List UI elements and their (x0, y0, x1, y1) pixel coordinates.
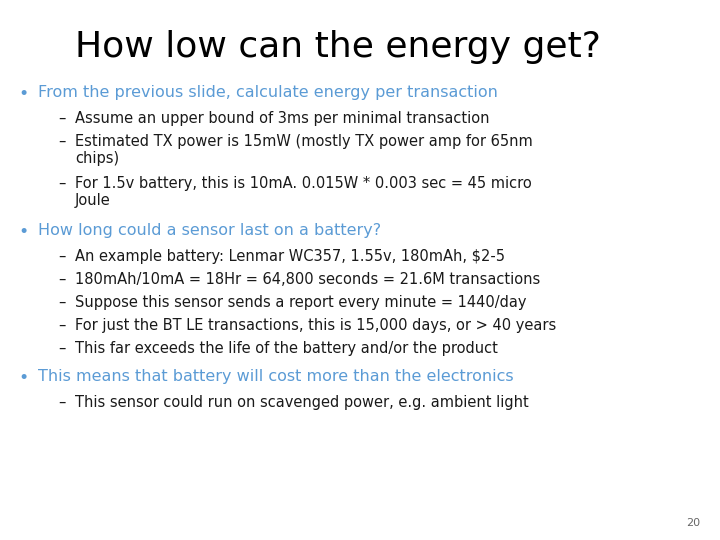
Text: –: – (58, 341, 66, 356)
Text: –: – (58, 395, 66, 410)
Text: •: • (18, 369, 28, 387)
Text: 180mAh/10mA = 18Hr = 64,800 seconds = 21.6M transactions: 180mAh/10mA = 18Hr = 64,800 seconds = 21… (75, 272, 540, 287)
Text: Assume an upper bound of 3ms per minimal transaction: Assume an upper bound of 3ms per minimal… (75, 111, 490, 126)
Text: •: • (18, 85, 28, 103)
Text: –: – (58, 134, 66, 149)
Text: For just the BT LE transactions, this is 15,000 days, or > 40 years: For just the BT LE transactions, this is… (75, 318, 557, 333)
Text: –: – (58, 176, 66, 191)
Text: –: – (58, 272, 66, 287)
Text: This means that battery will cost more than the electronics: This means that battery will cost more t… (38, 369, 513, 384)
Text: From the previous slide, calculate energy per transaction: From the previous slide, calculate energ… (38, 85, 498, 100)
Text: How long could a sensor last on a battery?: How long could a sensor last on a batter… (38, 223, 381, 238)
Text: An example battery: Lenmar WC357, 1.55v, 180mAh, $2-5: An example battery: Lenmar WC357, 1.55v,… (75, 249, 505, 264)
Text: –: – (58, 318, 66, 333)
Text: –: – (58, 111, 66, 126)
Text: –: – (58, 295, 66, 310)
Text: Suppose this sensor sends a report every minute = 1440/day: Suppose this sensor sends a report every… (75, 295, 526, 310)
Text: How low can the energy get?: How low can the energy get? (75, 30, 601, 64)
Text: This sensor could run on scavenged power, e.g. ambient light: This sensor could run on scavenged power… (75, 395, 528, 410)
Text: 20: 20 (686, 518, 700, 528)
Text: Estimated TX power is 15mW (mostly TX power amp for 65nm
chips): Estimated TX power is 15mW (mostly TX po… (75, 134, 533, 166)
Text: For 1.5v battery, this is 10mA. 0.015W * 0.003 sec = 45 micro
Joule: For 1.5v battery, this is 10mA. 0.015W *… (75, 176, 532, 208)
Text: This far exceeds the life of the battery and/or the product: This far exceeds the life of the battery… (75, 341, 498, 356)
Text: –: – (58, 249, 66, 264)
Text: •: • (18, 223, 28, 241)
